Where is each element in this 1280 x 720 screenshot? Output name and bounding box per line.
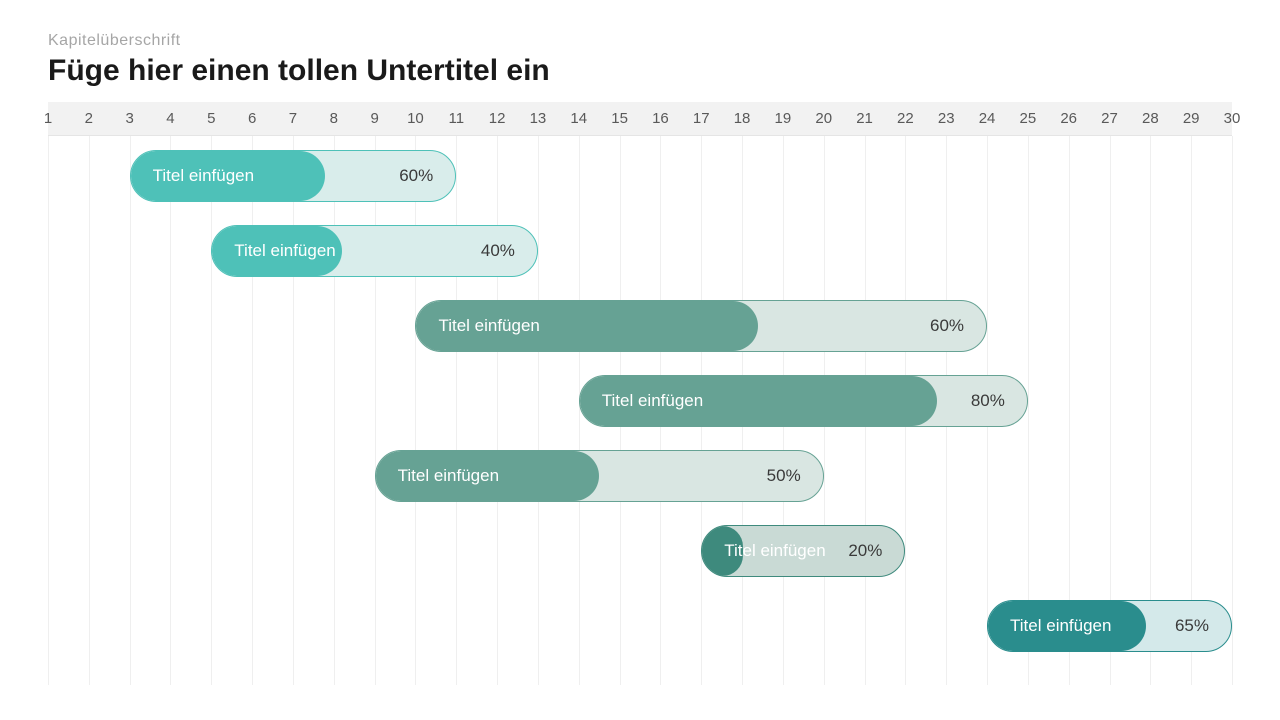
- gantt-bar: Titel einfügen 20%: [701, 525, 905, 577]
- gridline: [334, 136, 335, 685]
- axis-tick: 20: [815, 102, 832, 135]
- axis-tick: 14: [570, 102, 587, 135]
- chapter-subtitle: Kapitelüberschrift: [48, 32, 1232, 50]
- axis-tick: 13: [530, 102, 547, 135]
- axis-tick: 22: [897, 102, 914, 135]
- gantt-bar-percent: 60%: [930, 316, 964, 336]
- gantt-bar-percent: 80%: [971, 391, 1005, 411]
- gantt-bar-percent: 40%: [481, 241, 515, 261]
- gridline: [415, 136, 416, 685]
- axis-tick: 8: [330, 102, 338, 135]
- gridline: [293, 136, 294, 685]
- axis-tick: 15: [611, 102, 628, 135]
- gantt-bar-percent: 50%: [767, 466, 801, 486]
- gridline: [497, 136, 498, 685]
- axis-tick: 6: [248, 102, 256, 135]
- axis-tick: 7: [289, 102, 297, 135]
- axis-tick: 3: [125, 102, 133, 135]
- axis-tick: 29: [1183, 102, 1200, 135]
- axis-tick: 26: [1060, 102, 1077, 135]
- gridline: [130, 136, 131, 685]
- axis-tick: 25: [1020, 102, 1037, 135]
- gridline: [89, 136, 90, 685]
- axis-tick: 1: [44, 102, 52, 135]
- axis-tick: 19: [775, 102, 792, 135]
- axis-tick: 21: [856, 102, 873, 135]
- gantt-bar-label: Titel einfügen: [988, 616, 1111, 636]
- gantt-bar-label: Titel einfügen: [212, 241, 335, 261]
- axis-tick: 4: [166, 102, 174, 135]
- gridline: [456, 136, 457, 685]
- axis-tick: 30: [1224, 102, 1241, 135]
- gantt-bar-label: Titel einfügen: [416, 316, 539, 336]
- axis-tick: 27: [1101, 102, 1118, 135]
- gantt-bar: Titel einfügen 65%: [987, 600, 1232, 652]
- gantt-bar: Titel einfügen 60%: [415, 300, 987, 352]
- axis-tick: 23: [938, 102, 955, 135]
- axis-tick: 18: [734, 102, 751, 135]
- gantt-bar: Titel einfügen 80%: [579, 375, 1028, 427]
- chart-rows: Titel einfügen60%Titel einfügen40%Titel …: [48, 136, 1232, 685]
- gantt-chart: 1234567891011121314151617181920212223242…: [48, 102, 1232, 685]
- gantt-bar-percent: 65%: [1175, 616, 1209, 636]
- gantt-bar: Titel einfügen 60%: [130, 150, 457, 202]
- axis-tick: 9: [370, 102, 378, 135]
- axis-tick: 12: [489, 102, 506, 135]
- axis-tick: 17: [693, 102, 710, 135]
- axis-tick: 5: [207, 102, 215, 135]
- gridline: [252, 136, 253, 685]
- axis-tick: 28: [1142, 102, 1159, 135]
- gridline: [1232, 136, 1233, 685]
- gantt-bar: Titel einfügen 40%: [211, 225, 538, 277]
- gridline: [375, 136, 376, 685]
- axis-tick: 2: [85, 102, 93, 135]
- axis-tick: 16: [652, 102, 669, 135]
- gantt-bar-label: Titel einfügen: [376, 466, 499, 486]
- gridline: [170, 136, 171, 685]
- axis-tick: 24: [979, 102, 996, 135]
- gantt-bar-label: Titel einfügen: [580, 391, 703, 411]
- gridline: [211, 136, 212, 685]
- gantt-bar: Titel einfügen 50%: [375, 450, 824, 502]
- gantt-bar-label: Titel einfügen: [131, 166, 254, 186]
- gridline: [48, 136, 49, 685]
- gantt-bar-percent: 60%: [399, 166, 433, 186]
- gantt-bar-percent: 20%: [848, 541, 882, 561]
- axis-tick: 11: [448, 102, 464, 135]
- axis-tick: 10: [407, 102, 424, 135]
- gantt-bar-label: Titel einfügen: [702, 541, 825, 561]
- axis-row: 1234567891011121314151617181920212223242…: [48, 102, 1232, 136]
- gridline: [538, 136, 539, 685]
- page-title: Füge hier einen tollen Untertitel ein: [48, 54, 1232, 88]
